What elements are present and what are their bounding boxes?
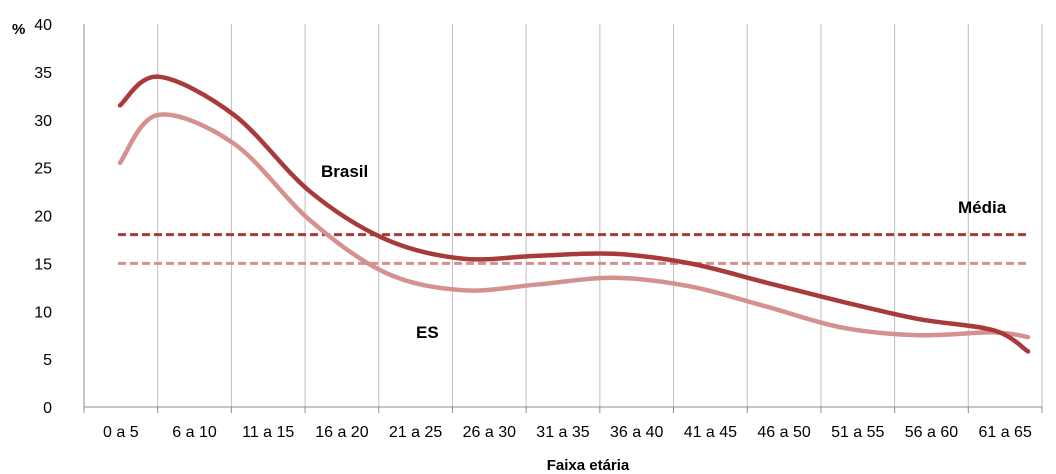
y-tick-label: 10: [34, 304, 52, 321]
x-axis-title: Faixa etária: [547, 457, 630, 474]
series-label-brasil: Brasil: [321, 162, 368, 181]
x-tick-label: 61 a 65: [978, 424, 1031, 441]
y-tick-labels: 0 5 10 15 20 25 30 35 40: [34, 17, 52, 417]
y-tick-label: 40: [34, 17, 52, 34]
series-line-brasil: [117, 74, 1031, 354]
y-tick-label: 25: [34, 161, 52, 178]
vertical-gridlines: [157, 24, 1043, 407]
x-tick-label: 16 a 20: [315, 424, 368, 441]
x-tick-label: 26 a 30: [463, 424, 516, 441]
y-tick-label: 0: [43, 400, 52, 417]
x-tick-label: 56 a 60: [905, 424, 958, 441]
y-tick-label: 20: [34, 209, 52, 226]
x-tick-label: 51 a 55: [831, 424, 884, 441]
y-tick-label: 30: [34, 113, 52, 130]
x-tick-label: 21 a 25: [389, 424, 442, 441]
x-tick-label: 46 a 50: [757, 424, 810, 441]
y-axis-unit-label: %: [12, 21, 25, 38]
x-tick-label: 36 a 40: [610, 424, 663, 441]
series-label-es: ES: [416, 323, 439, 342]
x-tick-label: 11 a 15: [242, 424, 294, 441]
series-line-es: [117, 112, 1031, 340]
x-tick-label: 0 a 5: [103, 424, 139, 441]
y-tick-label: 35: [34, 65, 52, 82]
x-tick-label: 41 a 45: [684, 424, 737, 441]
series-lines: [117, 74, 1031, 354]
axes: [83, 24, 1043, 413]
reference-lines: [118, 233, 1026, 265]
x-tick-label: 6 a 10: [172, 424, 217, 441]
reference-label-media: Média: [958, 198, 1007, 217]
y-tick-label: 5: [43, 352, 52, 369]
y-tick-label: 15: [34, 256, 52, 273]
x-tick-labels: 0 a 5 6 a 10 11 a 15 16 a 20 21 a 25 26 a 30 3…: [103, 424, 1032, 441]
x-tick-label: 31 a 35: [536, 424, 589, 441]
